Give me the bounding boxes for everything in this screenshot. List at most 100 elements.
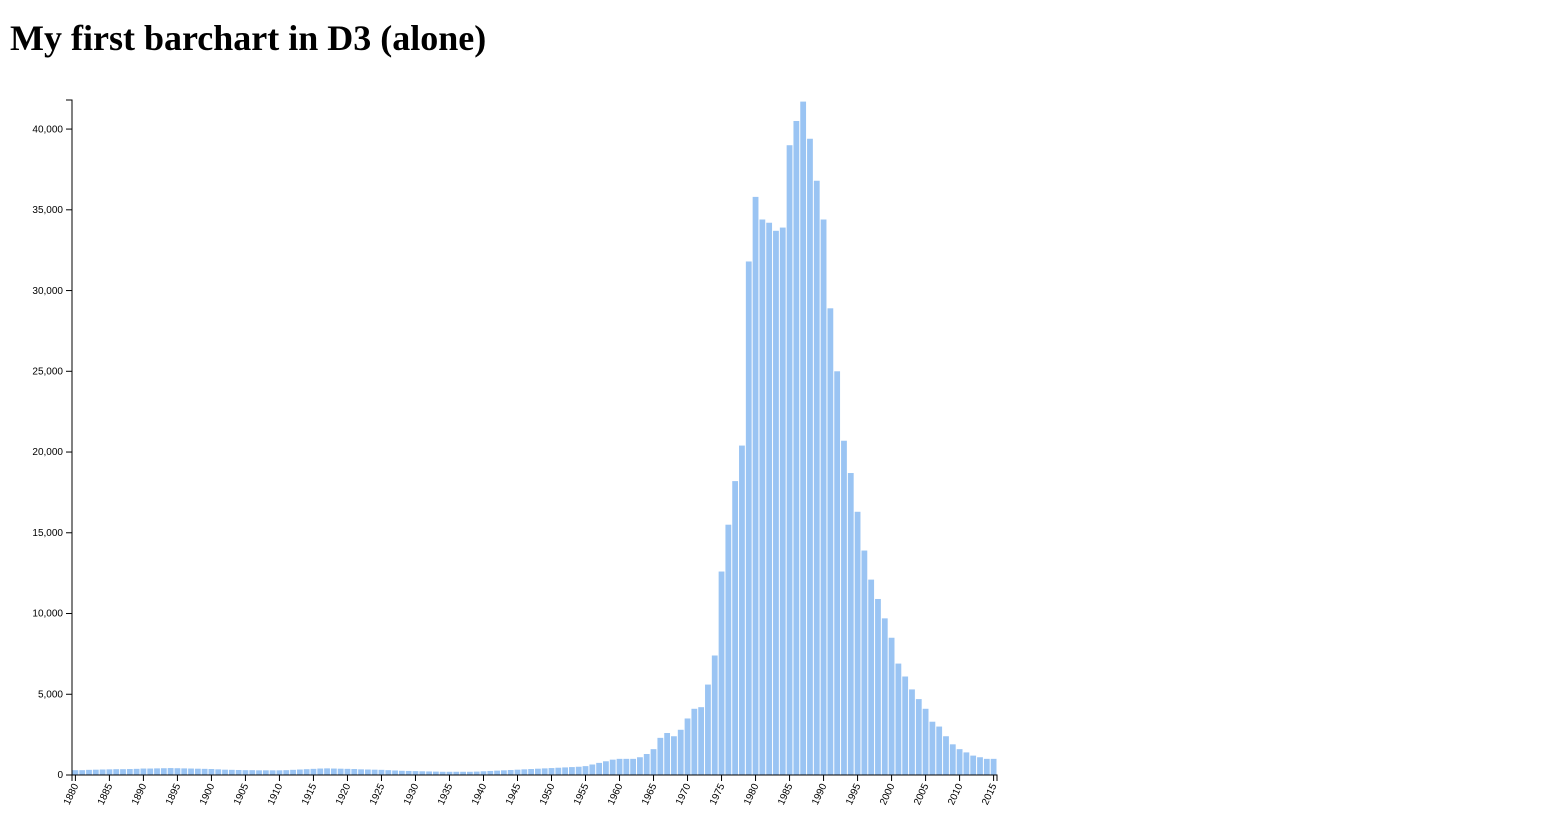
- x-tick-label: 1910: [266, 782, 286, 807]
- bar-1910: [276, 770, 283, 775]
- bar-2013: [977, 757, 983, 775]
- bar-1977: [732, 481, 739, 775]
- y-tick-label: 5,000: [38, 689, 63, 700]
- bar-2002: [902, 676, 909, 775]
- x-tick-label: 1975: [708, 782, 728, 807]
- x-tick-label: 1925: [368, 782, 388, 807]
- bar-1967: [664, 733, 671, 775]
- bar-1988: [807, 138, 813, 775]
- bar-1885: [106, 769, 113, 775]
- bar-1993: [841, 440, 847, 775]
- bar-1929: [405, 770, 412, 775]
- bar-1925: [378, 769, 385, 775]
- bar-1957: [596, 762, 603, 775]
- bar-1986: [793, 120, 800, 776]
- bar-2008: [943, 736, 949, 775]
- y-axis: 0 5,000 10,000 15,000 20,000 25,000 30,000 35,0…: [32, 99, 73, 781]
- bar-1884: [99, 769, 106, 775]
- bar-1952: [562, 767, 569, 775]
- bar-1917: [324, 768, 330, 775]
- bar-1894: [167, 768, 174, 775]
- bar-1900: [208, 769, 215, 775]
- bar-2000: [888, 637, 895, 775]
- bar-1976: [725, 524, 732, 775]
- x-axis: 1880 1885 1890 1895 1900 1905 1910 1915 1920 1925…: [62, 774, 1000, 807]
- bar-1964: [643, 754, 650, 775]
- bar-1892: [154, 768, 160, 775]
- bar-1887: [120, 769, 126, 775]
- bar-1940: [480, 771, 487, 775]
- bar-1975: [718, 571, 725, 775]
- bar-1946: [521, 769, 528, 775]
- bar-1950: [548, 768, 555, 775]
- bar-2014: [983, 758, 990, 775]
- bar-1914: [303, 769, 310, 775]
- bar-1943: [500, 770, 507, 775]
- bar-1983: [773, 230, 779, 776]
- bar-1912: [290, 769, 296, 775]
- bar-1937: [460, 771, 466, 775]
- bar-1968: [671, 736, 677, 775]
- bar-1966: [657, 737, 664, 775]
- bar-1916: [317, 768, 324, 775]
- bar-1970: [684, 718, 691, 775]
- bar-1924: [371, 769, 378, 775]
- x-tick-label: 1900: [198, 782, 218, 807]
- y-tick-label: 25,000: [32, 366, 63, 377]
- x-tick-label: 1940: [470, 782, 490, 807]
- y-tick-label: 0: [57, 770, 63, 781]
- bar-1987: [800, 101, 807, 776]
- bar-1982: [766, 222, 773, 776]
- y-tick-label: 20,000: [32, 447, 63, 458]
- bar-1905: [242, 770, 249, 775]
- bar-1962: [630, 758, 637, 775]
- bar-1933: [432, 771, 439, 775]
- bar-1895: [174, 768, 181, 775]
- bar-1994: [847, 473, 854, 775]
- bar-1936: [453, 771, 460, 775]
- bar-1904: [235, 769, 242, 775]
- bar-1969: [677, 729, 684, 775]
- x-tick-label: 1950: [538, 782, 558, 807]
- bar-1934: [439, 771, 446, 775]
- bar-1973: [705, 684, 711, 775]
- bar-2001: [895, 663, 902, 775]
- x-tick-label: 1935: [436, 782, 456, 807]
- bar-1923: [364, 769, 371, 775]
- x-tick-label: 1945: [504, 782, 524, 807]
- bar-1992: [834, 371, 841, 775]
- x-tick-label: 2005: [912, 782, 932, 807]
- bar-1935: [446, 771, 453, 775]
- x-tick-label: 1980: [742, 782, 762, 807]
- x-tick-label: 1985: [776, 782, 796, 807]
- bar-1998: [875, 598, 881, 775]
- bar-1920: [344, 768, 351, 775]
- bar-1955: [582, 766, 589, 775]
- x-tick-label: 1965: [640, 782, 660, 807]
- x-tick-label: 1915: [300, 782, 320, 807]
- bar-1922: [358, 769, 364, 775]
- bar-1931: [419, 771, 426, 775]
- y-tick-label: 10,000: [32, 609, 63, 620]
- bar-1972: [698, 707, 705, 775]
- bar-1899: [201, 768, 208, 775]
- bar-2006: [929, 721, 936, 775]
- bar-1880: [72, 770, 79, 775]
- bar-1941: [487, 770, 494, 775]
- bar-1974: [711, 655, 718, 775]
- x-tick-label: 1960: [606, 782, 626, 807]
- bar-1886: [113, 769, 120, 775]
- bar-2004: [915, 699, 922, 775]
- bar-1953: [569, 767, 575, 775]
- bar-1890: [140, 768, 147, 775]
- x-tick-label: 2015: [980, 782, 1000, 807]
- page-title: My first barchart in D3 (alone): [10, 18, 487, 58]
- x-tick-label: 1885: [96, 782, 116, 807]
- bar-1938: [466, 771, 473, 775]
- bar-1958: [603, 761, 609, 775]
- x-tick-label: 1905: [232, 782, 252, 807]
- bar-1909: [269, 770, 276, 775]
- bar-1954: [575, 766, 582, 775]
- bar-1889: [133, 768, 140, 775]
- bar-1906: [249, 770, 256, 775]
